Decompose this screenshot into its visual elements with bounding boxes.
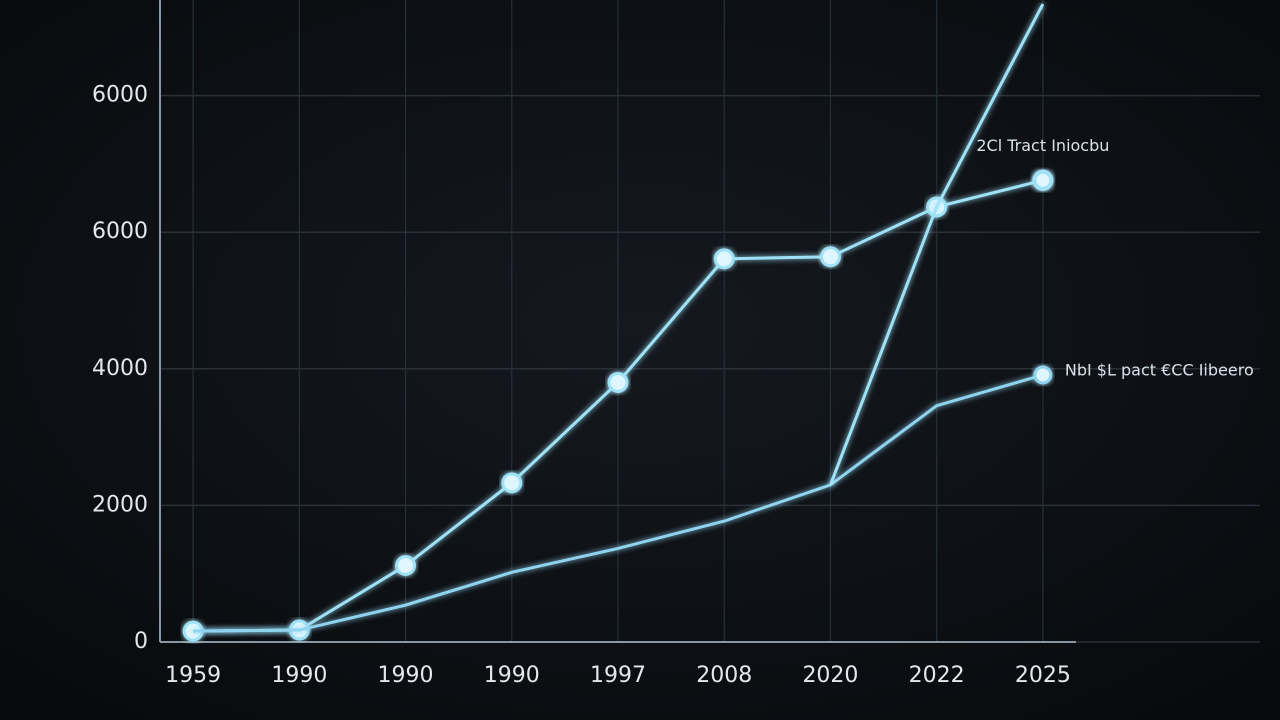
y-tick-label: 6000	[92, 83, 148, 108]
x-tick-label: 1990	[484, 663, 540, 688]
data-point	[713, 248, 735, 270]
x-tick-label: 2008	[696, 663, 752, 688]
x-tick-label: 2020	[802, 663, 858, 688]
x-tick-label: 2025	[1015, 663, 1071, 688]
data-point	[607, 371, 629, 393]
series-label: NbI $L pact €CC Iibeero	[1065, 360, 1254, 379]
x-tick-label: 1990	[271, 663, 327, 688]
x-tick-label: 2022	[909, 663, 965, 688]
series-label: 2Cl Tract Iniocbu	[976, 136, 1109, 155]
data-point	[819, 246, 841, 268]
end-point	[1033, 170, 1053, 190]
series-line	[829, 3, 1045, 486]
end-point	[1033, 365, 1053, 385]
data-point	[501, 472, 523, 494]
x-tick-label: 1959	[165, 663, 221, 688]
y-tick-label: 6000	[92, 219, 148, 244]
data-point	[395, 555, 417, 577]
series-line	[193, 373, 1044, 633]
y-tick-label: 0	[134, 629, 148, 654]
y-tick-label: 2000	[92, 492, 148, 517]
y-tick-label: 4000	[92, 356, 148, 381]
x-tick-label: 1997	[590, 663, 646, 688]
x-tick-label: 1990	[378, 663, 434, 688]
